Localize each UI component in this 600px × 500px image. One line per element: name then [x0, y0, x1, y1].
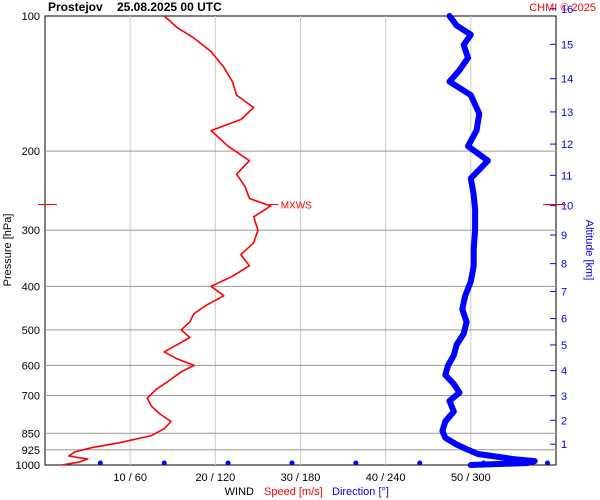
altitude-tick-label: 6 [561, 314, 567, 326]
altitude-tick-label: 13 [561, 107, 573, 119]
altitude-tick-label: 16 [561, 4, 573, 16]
altitude-axis-label: Altitude [km] [583, 220, 595, 281]
speed-series-line [61, 15, 272, 466]
pressure-tick-label: 850 [22, 428, 40, 440]
x-tick-label: 40 / 240 [366, 472, 406, 484]
mxws-label: MXWS [281, 201, 312, 212]
direction-series-line [439, 13, 538, 468]
pressure-tick-label: 200 [22, 146, 40, 158]
altitude-tick-label: 14 [561, 74, 573, 86]
pressure-tick-label: 1000 [16, 460, 40, 472]
mxws-annotation-group: MXWS [38, 201, 566, 212]
level-marker-dot [225, 460, 231, 466]
pressure-tick-label: 500 [22, 325, 40, 337]
grid-lines [45, 16, 556, 465]
pressure-tick-label: 925 [22, 445, 40, 457]
direction-axis-label: Direction [°] [332, 486, 389, 498]
x-tick-label: 20 / 120 [195, 472, 235, 484]
level-marker-dot [97, 460, 103, 466]
sounding-datetime: 25.08.2025 00 UTC [117, 0, 222, 14]
pressure-axis: 100 200 300 400 500 600 700 850 925 1000 [16, 11, 40, 472]
altitude-tick-label: 8 [561, 259, 567, 271]
altitude-tick-label: 10 [561, 201, 573, 213]
altitude-tick-label: 1 [561, 439, 567, 451]
series-group [61, 13, 538, 468]
level-marker-dot [417, 460, 423, 466]
level-marker-dot [161, 460, 167, 466]
level-markers [97, 460, 550, 466]
station-name: Prostejov [48, 0, 103, 14]
pressure-tick-label: 300 [22, 225, 40, 237]
pressure-tick-label: 400 [22, 281, 40, 293]
level-marker-dot [544, 460, 550, 466]
pressure-tick-label: 700 [22, 390, 40, 402]
altitude-tick-label: 12 [561, 139, 573, 151]
x-tick-label: 50 / 300 [451, 472, 491, 484]
altitude-tick-label: 4 [561, 366, 567, 378]
altitude-tick-label: 9 [561, 230, 567, 242]
level-marker-dot [289, 460, 295, 466]
pressure-axis-label: Pressure [hPa] [2, 214, 14, 287]
altitude-tick-label: 11 [561, 170, 572, 182]
altitude-tick-label: 15 [561, 39, 573, 51]
x-tick-label: 10 / 60 [113, 472, 147, 484]
altitude-tick-label: 5 [561, 340, 567, 352]
credit-label: CHMI © 2025 [529, 2, 596, 14]
altitude-tick-label: 7 [561, 286, 567, 298]
altitude-tick-label: 2 [561, 415, 567, 427]
wind-axis: 10 / 60 20 / 120 30 / 180 40 / 240 50 / 300 [113, 472, 490, 484]
x-tick-label: 30 / 180 [281, 472, 321, 484]
pressure-tick-label: 100 [22, 11, 40, 23]
altitude-tick-label: 3 [561, 391, 567, 403]
pressure-tick-label: 600 [22, 360, 40, 372]
wind-axis-label: WIND [225, 486, 254, 498]
speed-axis-label: Speed [m/s] [264, 486, 323, 498]
level-marker-dot [353, 460, 359, 466]
